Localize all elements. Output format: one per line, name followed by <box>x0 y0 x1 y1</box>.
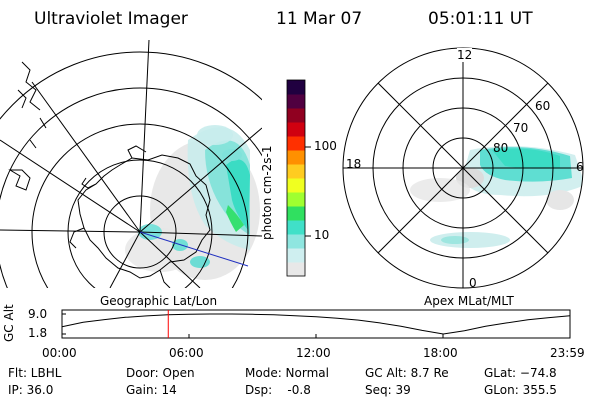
aurora-emission-right <box>410 146 583 248</box>
antarctica-coastline <box>69 145 211 288</box>
glon-info: GLon: 355.5 <box>484 383 557 397</box>
colorbar-band <box>287 94 305 109</box>
altitude-curve <box>61 313 571 335</box>
colorbar-band <box>287 108 305 123</box>
ip-info: IP: 36.0 <box>8 383 54 397</box>
time-label: 05:01:11 UT <box>428 9 533 29</box>
timeline-frame <box>61 309 571 339</box>
mlt-label-left: 18 <box>346 157 362 171</box>
colorbar-band <box>287 122 305 137</box>
colorbar-band <box>287 234 305 249</box>
gc-altitude-info: GC Alt: 8.7 Re <box>365 366 449 380</box>
colorbar-band <box>287 220 305 235</box>
mlat-label-70: 70 <box>513 121 529 135</box>
timeline-xtick-3: 18:00 <box>423 346 458 360</box>
timeline-ytick-max: 9.0 <box>28 307 48 321</box>
timeline-ylabel: GC Alt <box>2 304 16 342</box>
door-info: Door: Open <box>126 366 195 380</box>
colorbar-band <box>287 164 305 179</box>
altitude-timeline <box>61 309 571 339</box>
south-america-coastline <box>8 61 47 191</box>
mlat-label-80: 80 <box>493 141 509 155</box>
timeline-xtick-1: 06:00 <box>169 346 204 360</box>
dsp-info: Dsp: -0.8 <box>245 383 311 397</box>
colorbar-band <box>287 262 305 277</box>
apex-caption: Apex MLat/MLT <box>424 294 514 308</box>
mlt-label-top: 12 <box>457 48 473 62</box>
timeline-xtick-4: 23:59 <box>550 346 585 360</box>
satellite-track <box>139 231 249 267</box>
timeline-xtick-0: 00:00 <box>42 346 77 360</box>
colorbar-band <box>287 150 305 165</box>
glat-info: GLat: −74.8 <box>484 366 557 380</box>
colorbar-tick-label-100: 100 <box>314 139 337 153</box>
colorbar-unit-label: photon cm-2s-1 <box>260 145 274 241</box>
meridian-lines <box>0 40 262 288</box>
mlt-lines <box>343 48 583 288</box>
magnetic-polar-plot <box>342 47 584 289</box>
timeline-xtick-2: 12:00 <box>296 346 331 360</box>
mlat-label-60: 60 <box>535 99 551 113</box>
instrument-title: Ultraviolet Imager <box>34 9 188 29</box>
colorbar-frame <box>286 79 306 277</box>
sequence-info: Seq: 39 <box>365 383 411 397</box>
geographic-caption: Geographic Lat/Lon <box>100 294 218 308</box>
colorbar-band <box>287 80 305 95</box>
mlt-label-bottom: 0 <box>469 276 477 290</box>
colorbar-band <box>287 248 305 263</box>
filter-info: Flt: LBHL <box>8 366 62 380</box>
aurora-emission-left <box>125 125 260 280</box>
gain-info: Gain: 14 <box>126 383 177 397</box>
colorbar-band <box>287 178 305 193</box>
date-label: 11 Mar 07 <box>276 9 363 29</box>
colorbar-tick-label-10: 10 <box>314 228 330 242</box>
timeline-ticks <box>61 313 571 338</box>
geographic-map <box>0 40 262 288</box>
colorbar-band <box>287 136 305 151</box>
colorbar-band <box>287 192 305 207</box>
mode-info: Mode: Normal <box>245 366 329 380</box>
colorbar-band <box>287 206 305 221</box>
latitude-circles <box>0 51 262 288</box>
timeline-ytick-min: 1.8 <box>28 326 48 340</box>
colorbar <box>287 80 305 277</box>
mlt-label-right: 6 <box>576 160 584 174</box>
